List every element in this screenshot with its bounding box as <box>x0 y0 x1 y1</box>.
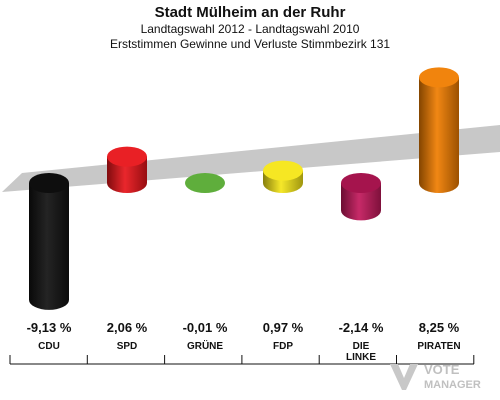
bar-spd <box>107 146 147 193</box>
value-label: -2,14 % <box>339 320 384 335</box>
bar-cap <box>29 173 69 193</box>
value-label: 8,25 % <box>419 320 460 335</box>
bar-grüne <box>185 173 225 193</box>
bar-body <box>107 156 147 193</box>
bar-body <box>419 77 459 193</box>
value-label: 2,06 % <box>107 320 148 335</box>
bar-piraten <box>419 67 459 193</box>
chart-title: Stadt Mülheim an der Ruhr <box>154 4 346 21</box>
vote-manager-watermark: VOTE MANAGER <box>390 362 481 391</box>
bar-cap <box>185 173 225 193</box>
category-label: PIRATEN <box>417 341 460 352</box>
value-label: 0,97 % <box>263 320 304 335</box>
watermark-line1: VOTE <box>424 362 460 377</box>
category-label: CDU <box>38 341 60 352</box>
category-label: FDP <box>273 341 293 352</box>
bar-body <box>341 183 381 221</box>
category-label: GRÜNE <box>187 339 223 352</box>
bar-cap <box>341 173 381 193</box>
value-label: -9,13 % <box>27 320 72 335</box>
chart-titles: Stadt Mülheim an der Ruhr Landtagswahl 2… <box>0 0 500 52</box>
bar-fdp <box>263 160 303 193</box>
category-label: SPD <box>117 341 138 352</box>
value-label: -0,01 % <box>183 320 228 335</box>
bar-cdu <box>29 173 69 310</box>
chart-subtitle-2: Erststimmen Gewinne und Verluste Stimmbe… <box>109 37 391 51</box>
watermark-line2: MANAGER <box>424 379 481 391</box>
bar-body <box>29 183 69 310</box>
category-label: DIE <box>353 341 370 352</box>
bar-cap <box>419 67 459 88</box>
bar-cap <box>263 160 303 181</box>
bar-cap <box>107 146 147 167</box>
bar-die-linke <box>341 173 381 221</box>
chart-subtitle-1: Landtagswahl 2012 - Landtagswahl 2010 <box>140 22 360 36</box>
category-label: LINKE <box>346 352 376 363</box>
